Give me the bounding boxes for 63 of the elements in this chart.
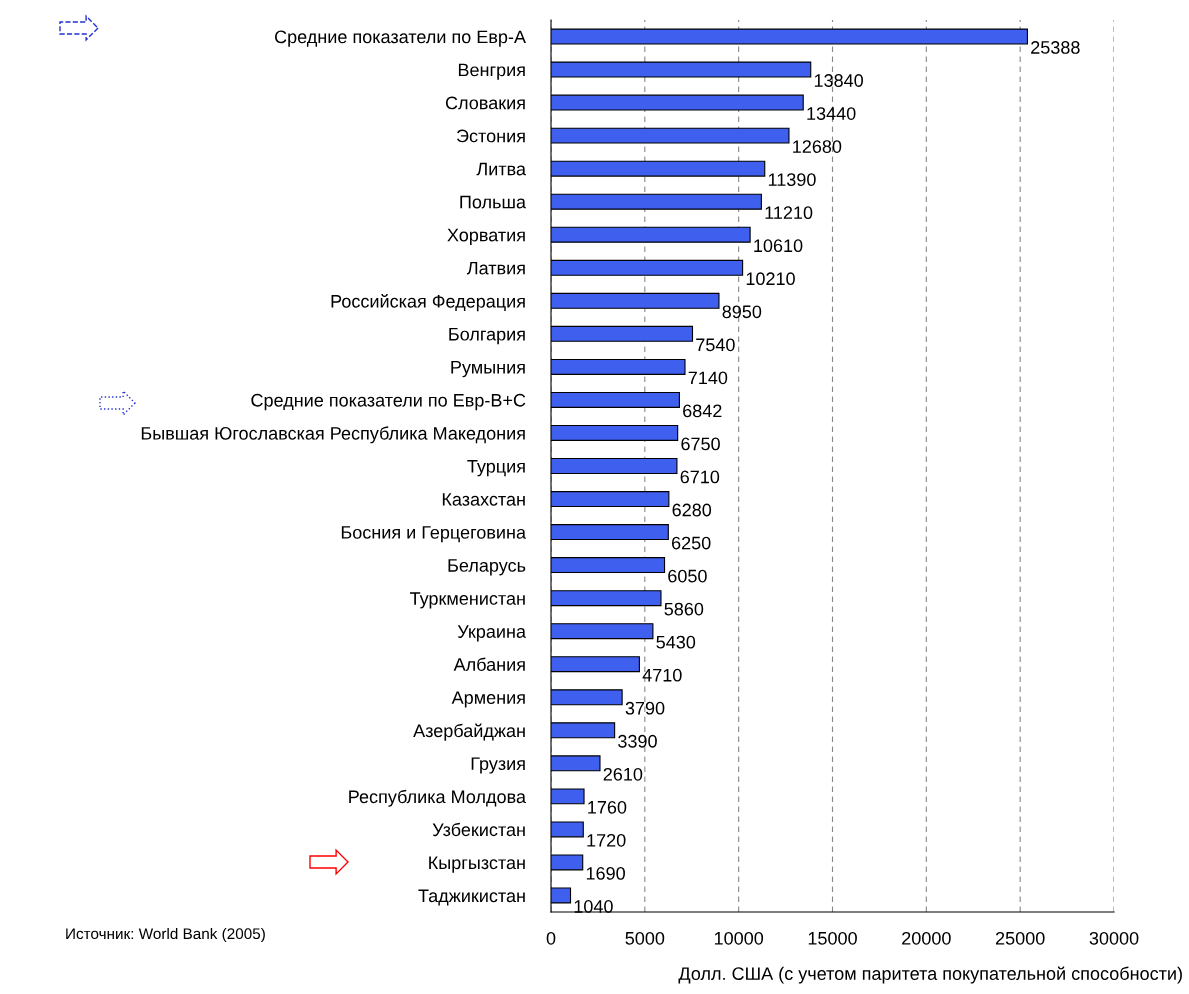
y-tick-label: Украина xyxy=(457,625,526,642)
y-tick-label: Венгрия xyxy=(458,63,525,80)
x-axis-title: Долл. США (с учетом паритета покупательной способности) xyxy=(678,966,1182,984)
data-label: 6250 xyxy=(671,536,711,550)
data-label: 10210 xyxy=(746,272,795,286)
y-tick-label: Узбекистан xyxy=(432,822,525,837)
data-label: 13440 xyxy=(807,107,856,120)
data-label: 2610 xyxy=(603,767,643,781)
data-label: 7540 xyxy=(696,338,735,352)
y-tick-label: Хорватия xyxy=(447,228,525,246)
y-tick-label: Польша xyxy=(460,195,526,209)
data-label: 12680 xyxy=(793,140,842,153)
y-tick-label: Армения xyxy=(451,691,525,708)
x-tick-label: 20000 xyxy=(902,931,951,945)
data-label: 7140 xyxy=(688,371,728,385)
y-tick-label: Словакия xyxy=(445,96,525,110)
data-label: 10610 xyxy=(754,239,803,253)
x-tick-label: 10000 xyxy=(714,931,764,945)
text: Источник: World Bank (2005) xyxy=(66,927,265,943)
y-tick-label: Бывшая Югославская Республика Македония xyxy=(141,426,525,444)
data-label: 25388 xyxy=(1031,41,1080,54)
y-tick-label: Азербайджан xyxy=(413,723,525,741)
data-label: 5430 xyxy=(656,635,696,649)
data-label: 6750 xyxy=(681,437,720,451)
data-label: 1690 xyxy=(586,867,625,880)
y-tick-label: Республика Молдова xyxy=(349,789,527,807)
y-tick-label: Таджикистан xyxy=(418,889,525,906)
data-label: 6050 xyxy=(668,569,707,583)
data-label: 6280 xyxy=(672,503,712,517)
data-label: 1760 xyxy=(588,800,627,814)
y-tick-label: Турция xyxy=(467,460,525,477)
y-tick-label: Босния и Герцеговина xyxy=(341,526,527,543)
data-label: 1040 xyxy=(574,900,613,913)
x-tick-label: 15000 xyxy=(808,931,857,945)
y-tick-label: Средние показатели по Евр-В+С xyxy=(251,393,526,411)
data-label: 13840 xyxy=(814,74,864,87)
data-label: 6842 xyxy=(683,404,722,418)
y-tick-label: Средние показатели по Евр-А xyxy=(274,30,526,47)
x-tick-label: 30000 xyxy=(1089,931,1139,945)
y-tick-label: Туркменистан xyxy=(410,592,525,609)
y-tick-label: Албания xyxy=(453,657,525,671)
y-tick-label: Латвия xyxy=(466,261,525,275)
y-tick-label: Литва xyxy=(476,162,526,176)
data-label: 1720 xyxy=(587,833,626,847)
data-label: 8950 xyxy=(722,305,762,319)
data-label: 3390 xyxy=(618,734,657,748)
y-tick-label: Грузия xyxy=(471,757,525,774)
y-tick-label: Эстония xyxy=(456,129,525,143)
y-tick-label: Беларусь xyxy=(448,559,526,576)
y-tick-label: Кыргызстан xyxy=(429,856,525,873)
data-label: 6710 xyxy=(680,470,720,484)
x-tick-label: 0 xyxy=(546,931,556,945)
y-tick-label: Румыния xyxy=(451,361,525,378)
y-tick-label: Болгария xyxy=(449,327,525,345)
data-label: 5860 xyxy=(664,602,704,616)
data-label: 11390 xyxy=(768,173,816,187)
data-label: 11210 xyxy=(765,206,813,220)
x-tick-label: 25000 xyxy=(995,931,1045,945)
y-tick-label: Казахстан xyxy=(442,493,525,506)
x-tick-label: 5000 xyxy=(625,931,665,945)
data-label: 4710 xyxy=(642,668,682,682)
y-tick-label: Российская Федерация xyxy=(331,294,525,312)
data-label: 3790 xyxy=(625,701,665,715)
